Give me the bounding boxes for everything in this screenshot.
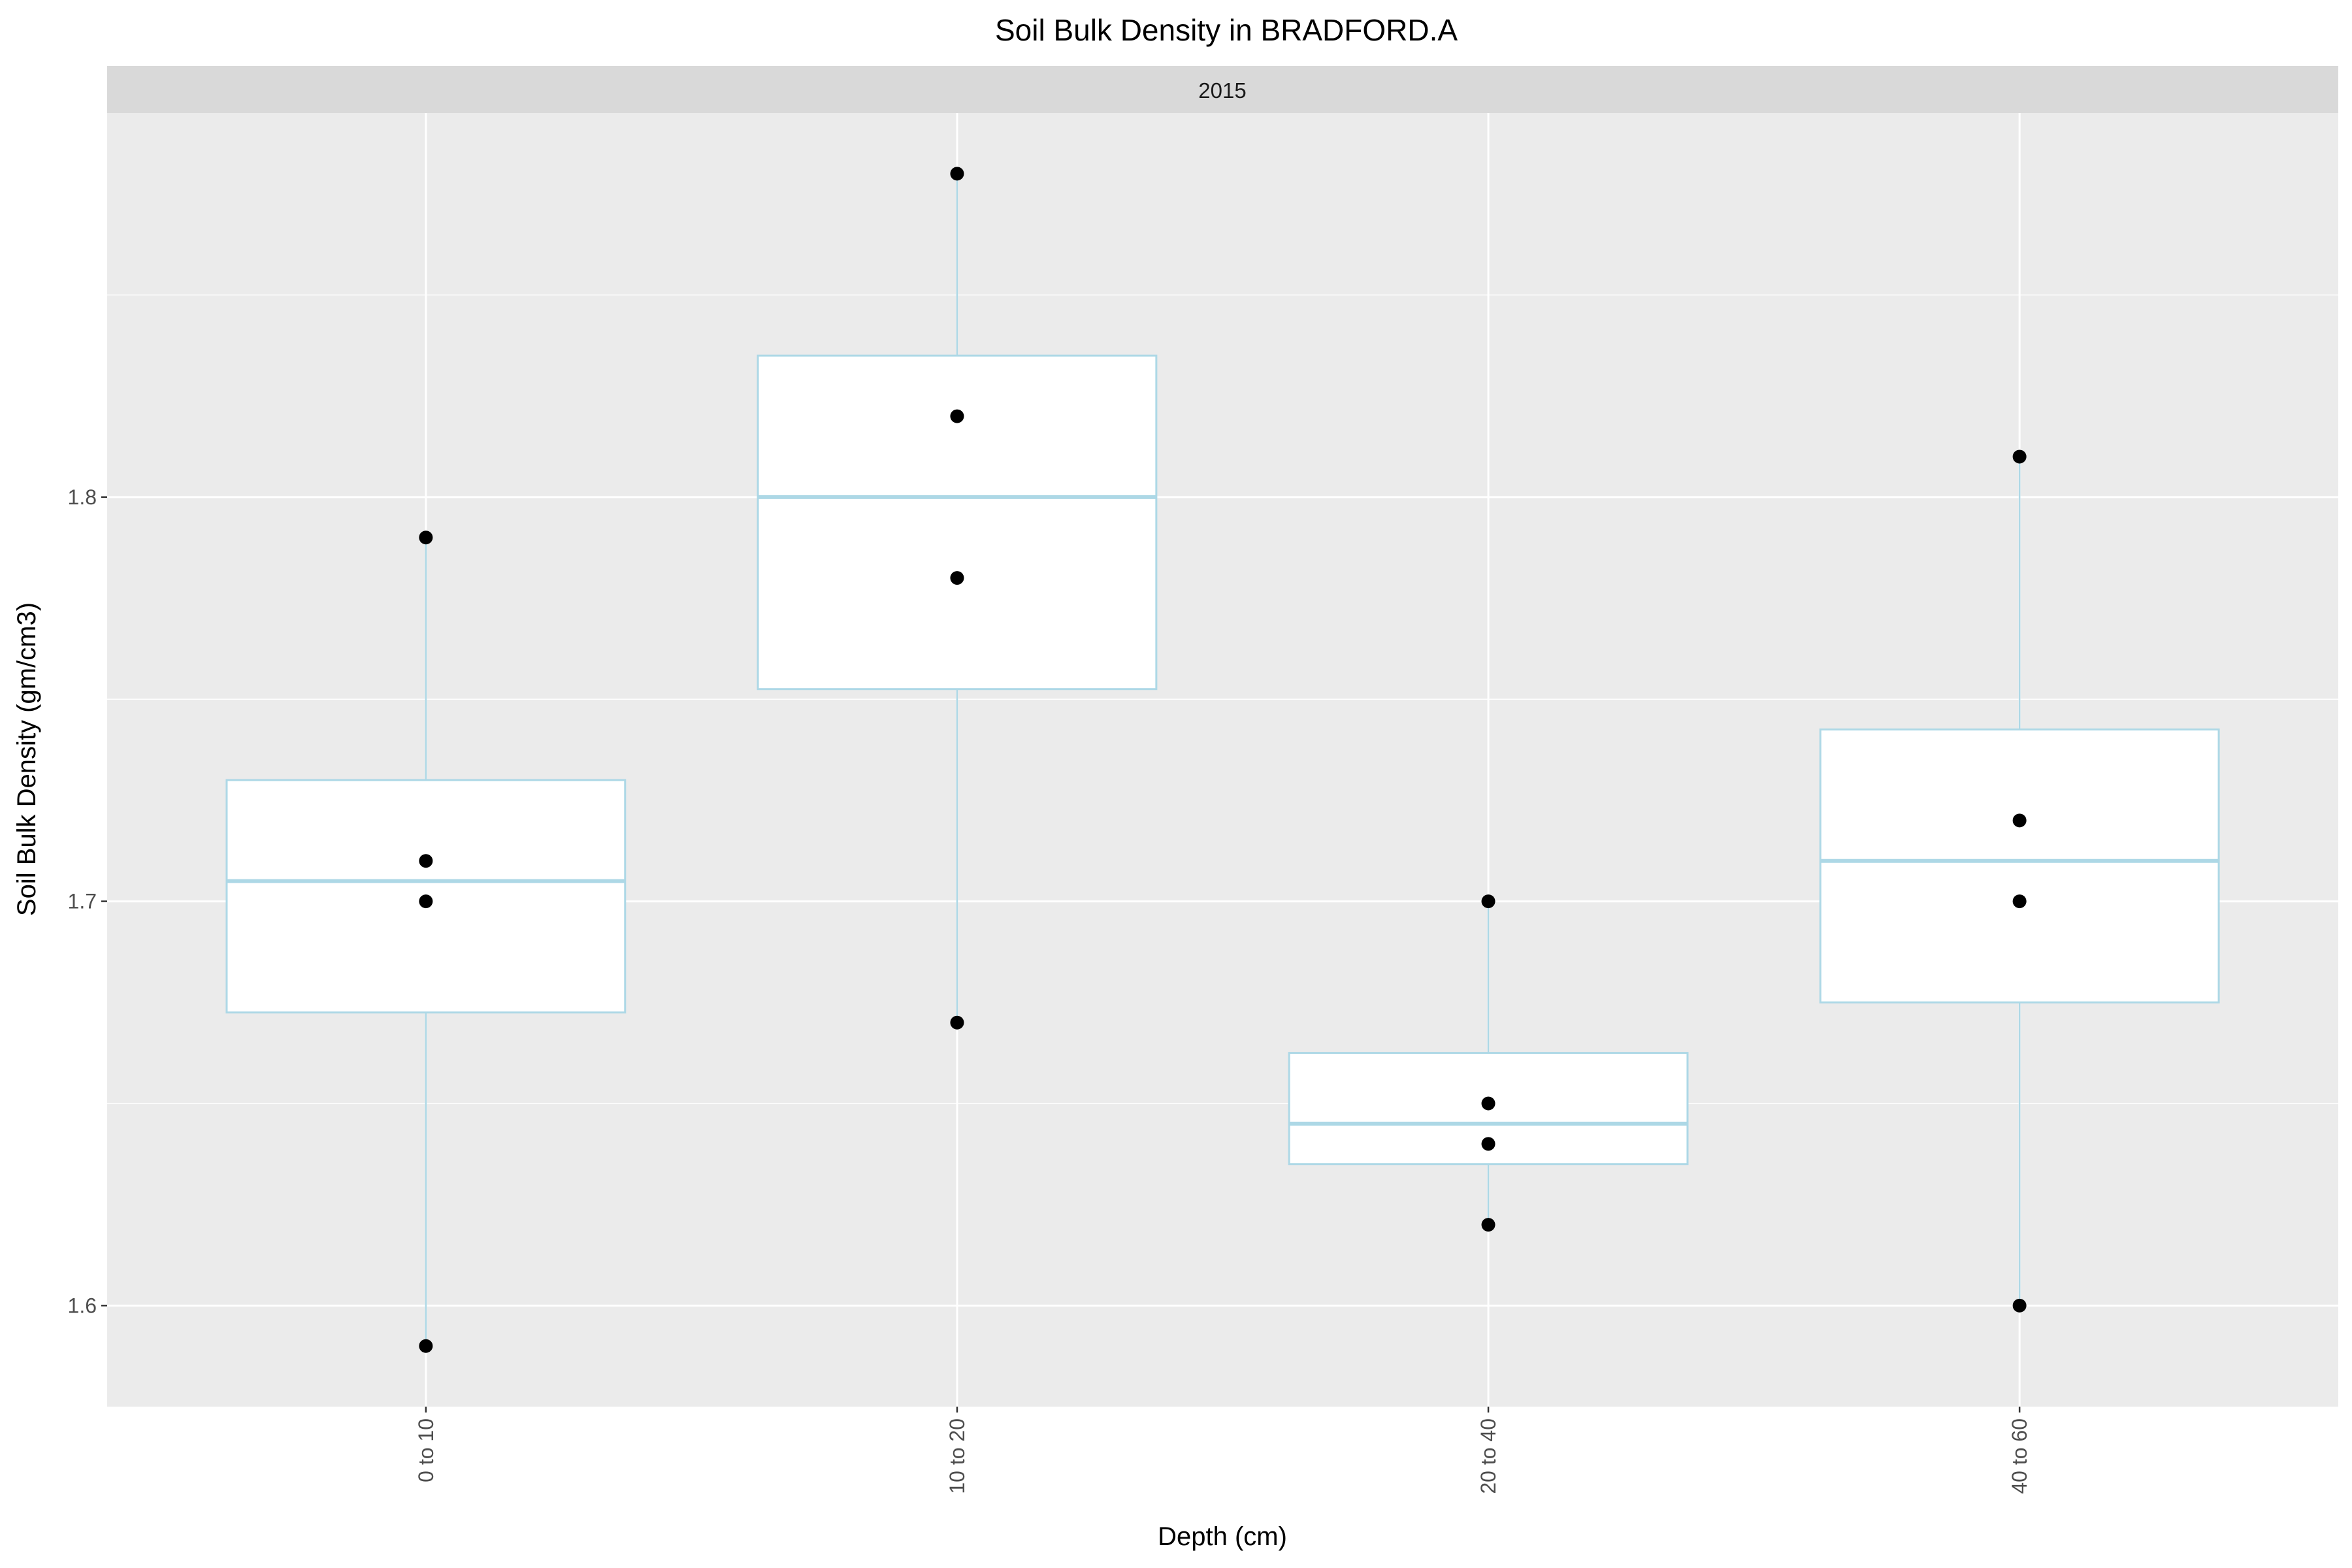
data-point — [1481, 1137, 1495, 1151]
x-tick-label: 0 to 10 — [414, 1418, 438, 1482]
facet-strip — [107, 66, 2338, 113]
data-point — [1481, 894, 1495, 909]
box — [1819, 728, 2220, 1004]
x-tick-label: 40 to 60 — [2008, 1418, 2031, 1494]
x-tick-label: 20 to 40 — [1477, 1418, 1500, 1494]
x-axis-title: Depth (cm) — [1158, 1522, 1287, 1551]
data-point — [419, 894, 433, 909]
box — [757, 354, 1158, 691]
data-point — [2012, 894, 2027, 909]
data-point — [950, 571, 964, 585]
point-layer — [419, 167, 2027, 1353]
data-point — [950, 1015, 964, 1030]
facet-strip-label: 2015 — [1198, 78, 1246, 103]
data-point — [419, 531, 433, 545]
y-tick-label: 1.7 — [68, 890, 97, 913]
data-point — [2012, 1298, 2027, 1313]
y-tick-label: 1.8 — [68, 485, 97, 509]
data-point — [950, 409, 964, 423]
y-tick-label: 1.6 — [68, 1294, 97, 1317]
data-point — [2012, 813, 2027, 828]
data-point — [419, 854, 433, 868]
data-point — [419, 1339, 433, 1353]
data-point — [1481, 1218, 1495, 1232]
y-axis: 1.6 1.7 1.8 — [68, 485, 107, 1317]
x-tick-label: 10 to 20 — [945, 1418, 969, 1494]
data-point — [1481, 1096, 1495, 1111]
y-axis-title: Soil Bulk Density (gm/cm3) — [12, 602, 41, 916]
chart-title: Soil Bulk Density in BRADFORD.A — [995, 13, 1458, 47]
x-axis: 0 to 10 10 to 20 20 to 40 40 to 60 — [414, 1407, 2031, 1494]
minor-gridlines — [107, 294, 2338, 1104]
data-point — [950, 167, 964, 181]
data-point — [2012, 449, 2027, 464]
